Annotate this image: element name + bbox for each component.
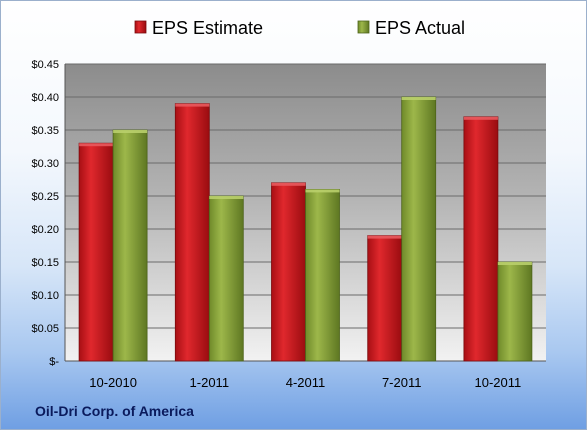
actual-bar-cap — [113, 130, 148, 133]
actual-bar-cap — [305, 189, 340, 193]
y-tick-label: $0.35 — [31, 125, 59, 137]
estimate-bar — [174, 103, 210, 362]
actual-bar — [401, 96, 437, 362]
legend-label: EPS Estimate — [152, 18, 263, 38]
actual-bar — [112, 129, 148, 362]
x-tick-label: 7-2011 — [382, 375, 422, 390]
estimate-bar-cap — [271, 182, 306, 186]
y-tick-label: $0.25 — [31, 191, 59, 203]
estimate-bar-cap — [175, 103, 210, 107]
actual-bar — [208, 195, 244, 362]
estimate-bar — [463, 116, 499, 362]
y-tick-label: $0.20 — [31, 224, 59, 236]
x-tick-label: 4-2011 — [286, 375, 326, 390]
y-tick-label: $- — [49, 356, 59, 368]
legend-label: EPS Actual — [375, 18, 465, 38]
y-tick-label: $0.45 — [31, 59, 59, 71]
estimate-bar-cap — [367, 235, 402, 239]
y-tick-label: $0.30 — [31, 158, 59, 170]
plot-area: $- $0.05 $0.10 $0.15 $0.20 $0.25 $0.30 $0.35 $0.… — [31, 59, 546, 390]
y-tick-label: $0.40 — [31, 92, 59, 104]
actual-bar-cap — [401, 97, 436, 100]
estimate-bar-cap — [79, 143, 114, 147]
estimate-bar-cap — [463, 116, 498, 120]
legend: EPS Estimate EPS Actual — [134, 18, 465, 38]
estimate-bar — [271, 182, 306, 362]
actual-bar-cap — [497, 262, 532, 265]
y-tick-label: $0.05 — [31, 323, 59, 335]
y-tick-label: $0.10 — [31, 290, 59, 302]
y-tick-label: $0.15 — [31, 257, 59, 269]
legend-swatch — [134, 20, 147, 34]
legend-swatch — [357, 20, 370, 34]
x-tick-label: 10-2011 — [475, 375, 522, 390]
x-tick-label: 10-2010 — [89, 375, 137, 390]
actual-bar-cap — [209, 196, 244, 199]
actual-bar — [497, 261, 533, 362]
company-name: Oil-Dri Corp. of America — [35, 403, 194, 419]
actual-bar — [305, 188, 340, 362]
estimate-bar — [367, 235, 403, 362]
x-tick-label: 1-2011 — [190, 375, 230, 390]
estimate-bar — [78, 142, 114, 362]
